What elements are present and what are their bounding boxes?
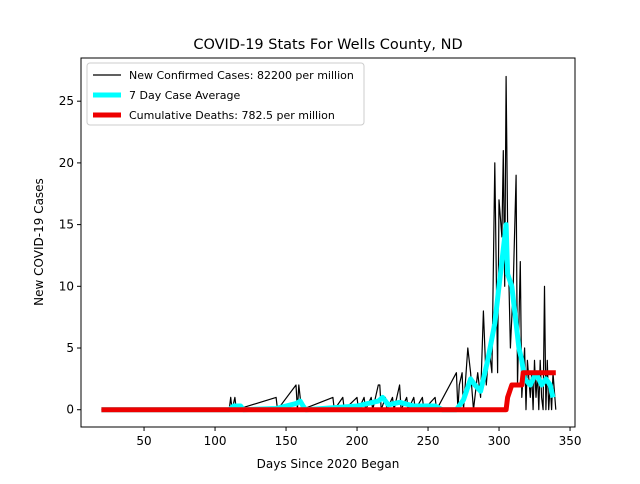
series-line	[101, 370, 556, 413]
x-tick-label: 100	[204, 434, 227, 448]
y-tick-label: 0	[66, 403, 74, 417]
y-tick-label: 5	[66, 341, 74, 355]
legend-label: 7 Day Case Average	[129, 89, 241, 102]
legend-label: Cumulative Deaths: 782.5 per million	[129, 109, 335, 122]
x-tick-label: 250	[417, 434, 440, 448]
legend-box	[86, 62, 365, 126]
chart-title: COVID-19 Stats For Wells County, ND	[193, 37, 462, 53]
y-tick-label: 10	[59, 279, 74, 293]
x-tick-label: 350	[559, 434, 582, 448]
y-axis-label: New COVID-19 Cases	[32, 178, 46, 306]
x-axis-label: Days Since 2020 Began	[257, 457, 400, 471]
y-tick-label: 15	[59, 218, 74, 232]
x-tick-label: 150	[275, 434, 298, 448]
series-line	[101, 222, 556, 413]
x-tick-label: 200	[346, 434, 369, 448]
x-tick-label: 50	[136, 434, 151, 448]
y-tick-label: 25	[59, 94, 74, 108]
plot-frame	[80, 57, 576, 428]
legend-label: New Confirmed Cases: 82200 per million	[129, 69, 354, 82]
x-tick-label: 300	[488, 434, 511, 448]
y-tick-label: 20	[59, 156, 74, 170]
